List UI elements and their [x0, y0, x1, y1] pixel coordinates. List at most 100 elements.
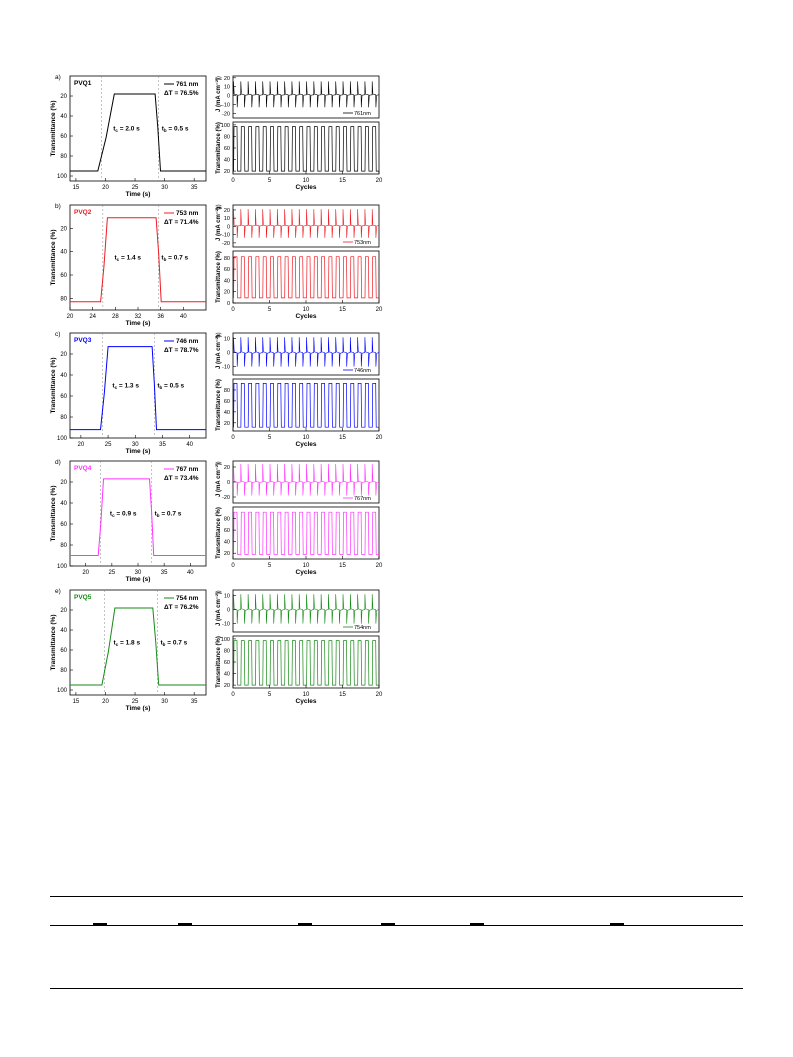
x-tick-label: 5	[268, 435, 272, 441]
table-column-stub	[178, 923, 192, 925]
panel-letter: a)	[55, 74, 61, 81]
y-tick-label: 40	[60, 114, 67, 120]
y-axis-label: Transmittance (%)	[50, 230, 57, 286]
y-tick-label: 100	[57, 688, 68, 694]
x-axis-label: Time (s)	[126, 705, 151, 712]
y-tick-label: -20	[222, 495, 230, 501]
current-trace	[233, 594, 380, 624]
y-tick-label: 0	[227, 608, 230, 614]
y-tick-label: 100	[57, 564, 68, 570]
y-tick-label: -10	[222, 365, 230, 371]
x-tick-label: 30	[161, 699, 168, 705]
legend-label: 754nm	[354, 625, 371, 631]
cycling-transmittance-frame	[232, 121, 380, 175]
x-tick-label: 40	[186, 442, 193, 448]
y-tick-label: 80	[224, 256, 230, 262]
y-tick-label: 20	[224, 290, 230, 296]
table-column-stub	[610, 923, 624, 925]
table-header-rule	[50, 925, 743, 926]
y-tick-label: 10	[224, 216, 230, 222]
response-time-panel: 15 20 25 30 35 20 40 60 80 100 Time (s) Transmittan…	[50, 588, 207, 712]
current-trace	[233, 81, 380, 108]
x-axis-label: Cycles	[296, 569, 317, 576]
x-tick-label: 32	[135, 314, 142, 320]
x-axis-label: Cycles	[296, 441, 317, 448]
x-tick-label: 15	[339, 307, 346, 313]
y-tick-label: 40	[60, 250, 67, 256]
sample-name: PVQ1	[74, 80, 92, 87]
table-top-rule	[50, 896, 743, 897]
y-tick-label: 100	[221, 637, 230, 643]
y-tick-label: 0	[227, 224, 230, 230]
cycling-transmittance-trace	[233, 126, 379, 172]
cycling-transmittance-trace	[233, 256, 379, 299]
current-axis-label: J (mA cm⁻²)	[215, 207, 222, 241]
x-tick-label: 30	[132, 442, 139, 448]
x-axis-label: Cycles	[296, 698, 317, 705]
x-tick-label: 5	[268, 178, 272, 184]
coloring-time-label: tc = 1.3 s	[112, 383, 139, 391]
y-tick-label: 40	[60, 501, 67, 507]
y-tick-label: 80	[224, 517, 230, 523]
delta-t-label: ΔT = 78.7%	[164, 347, 199, 354]
bleaching-time-label: tb = 0.5 s	[157, 383, 184, 391]
x-tick-label: 20	[82, 570, 89, 576]
table-column-stub	[381, 923, 395, 925]
x-tick-label: 10	[303, 307, 310, 313]
x-axis-label: Cycles	[296, 184, 317, 191]
y-tick-label: 60	[60, 134, 67, 140]
x-tick-label: 10	[303, 178, 310, 184]
x-axis-label: Cycles	[296, 313, 317, 320]
delta-t-label: ΔT = 73.4%	[164, 475, 199, 482]
response-time-panel: 20 25 30 35 40 20 40 60 80 100 Time (s) Transmittan…	[50, 331, 207, 455]
y-axis-label: Transmittance (%)	[50, 101, 57, 157]
y-axis-label: Transmittance (%)	[216, 122, 222, 174]
y-tick-label: 0	[227, 94, 230, 100]
panel-letter: e)	[55, 588, 61, 595]
transmittance-curve	[70, 478, 206, 556]
current-frame	[232, 589, 380, 633]
y-tick-label: 20	[224, 421, 230, 427]
x-tick-label: 15	[339, 435, 346, 441]
x-tick-label: 30	[135, 570, 142, 576]
legend-label: 754 nm	[176, 595, 199, 602]
x-tick-label: 15	[339, 178, 346, 184]
response-time-panel: 15 20 25 30 35 20 40 60 80 100 Time (s) Transmittan…	[50, 74, 207, 198]
x-tick-label: 20	[376, 178, 383, 184]
delta-t-label: ΔT = 76.5%	[164, 90, 199, 97]
x-tick-label: 0	[231, 178, 235, 184]
current-axis-label: J (mA cm⁻²)	[215, 78, 222, 112]
sample-name: PVQ3	[74, 337, 92, 344]
y-axis-label: Transmittance (%)	[216, 251, 222, 303]
table-column-stub	[93, 923, 107, 925]
y-tick-label: 20	[224, 76, 230, 82]
y-tick-label: 40	[224, 158, 230, 164]
x-axis-label: Time (s)	[126, 448, 151, 455]
x-tick-label: 35	[191, 185, 198, 191]
x-tick-label: 25	[132, 185, 139, 191]
y-tick-label: 20	[60, 352, 67, 358]
x-tick-label: 40	[187, 570, 194, 576]
y-tick-label: 40	[60, 373, 67, 379]
y-tick-label: 20	[60, 480, 67, 486]
x-tick-label: 20	[376, 435, 383, 441]
x-tick-label: 20	[78, 442, 85, 448]
y-tick-label: 80	[60, 668, 67, 674]
legend-label: 746 nm	[176, 338, 199, 345]
current-trace	[233, 463, 380, 496]
x-tick-label: 35	[191, 699, 198, 705]
y-tick-label: 60	[60, 522, 67, 528]
y-tick-label: 100	[57, 174, 68, 180]
panel-letter: f)	[216, 76, 222, 80]
y-tick-label: 80	[224, 388, 230, 394]
current-axis-label: J (mA cm⁻²)	[215, 463, 222, 497]
current-trace	[233, 209, 380, 238]
panel-letter: b)	[55, 203, 61, 210]
x-tick-label: 30	[161, 185, 168, 191]
current-trace	[233, 337, 380, 367]
x-tick-label: 40	[180, 314, 187, 320]
transmittance-curve	[70, 346, 206, 431]
x-tick-label: 36	[157, 314, 164, 320]
y-tick-label: 60	[224, 660, 230, 666]
